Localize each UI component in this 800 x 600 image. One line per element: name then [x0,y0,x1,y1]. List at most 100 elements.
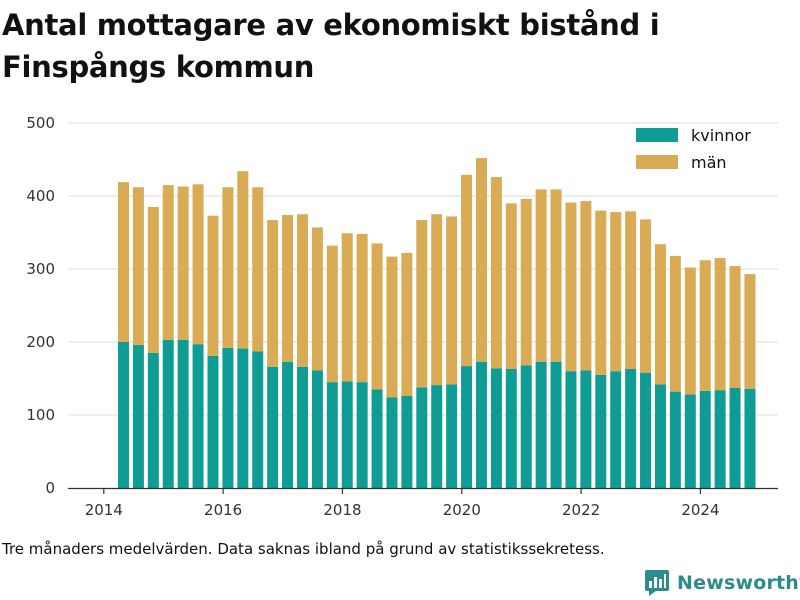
bar-kvinnor[interactable] [625,369,637,488]
bar-man[interactable] [684,267,696,395]
bar-kvinnor[interactable] [610,371,622,488]
bar-kvinnor[interactable] [729,387,741,488]
bar-man[interactable] [431,214,443,386]
bar-kvinnor[interactable] [461,366,473,488]
bar-man[interactable] [162,185,174,340]
bar-kvinnor[interactable] [520,365,532,488]
bar-kvinnor[interactable] [207,355,219,488]
bar-kvinnor[interactable] [296,366,308,488]
bar-man[interactable] [490,177,502,369]
bar-kvinnor[interactable] [580,370,592,488]
footnote: Tre månaders medelvärden. Data saknas ib… [2,540,605,558]
bar-man[interactable] [267,220,279,367]
bar-man[interactable] [326,245,338,383]
bar-man[interactable] [222,187,234,348]
bar-kvinnor[interactable] [371,389,383,488]
bar-man[interactable] [132,187,144,345]
bar-man[interactable] [461,174,473,367]
bar-kvinnor[interactable] [267,366,279,488]
bar-man[interactable] [520,198,532,366]
bar-man[interactable] [386,256,398,398]
bar-man[interactable] [595,210,607,375]
bar-man[interactable] [565,202,577,372]
bar-kvinnor[interactable] [162,339,174,488]
bar-kvinnor[interactable] [475,361,487,488]
bar-man[interactable] [356,233,368,383]
bar-man[interactable] [475,158,487,362]
bar-kvinnor[interactable] [550,361,562,488]
bar-man[interactable] [371,243,383,390]
bar-kvinnor[interactable] [714,390,726,488]
bar-kvinnor[interactable] [147,352,159,488]
bar-kvinnor[interactable] [416,387,428,488]
bar-man[interactable] [401,252,413,397]
bar-kvinnor[interactable] [252,351,264,488]
bar-kvinnor[interactable] [311,370,323,488]
bar-kvinnor[interactable] [535,361,547,488]
bar-man[interactable] [714,258,726,391]
bar-man[interactable] [177,186,189,340]
bar-man[interactable] [625,211,637,370]
bar-man[interactable] [505,203,517,370]
bar-kvinnor[interactable] [744,388,756,488]
y-tick-label: 400 [26,187,55,205]
bar-kvinnor[interactable] [565,371,577,488]
bar-man[interactable] [237,171,249,349]
bar-kvinnor[interactable] [699,390,711,488]
bar-kvinnor[interactable] [356,382,368,488]
bar-kvinnor[interactable] [505,369,517,488]
bar-man[interactable] [311,227,323,371]
bar-kvinnor[interactable] [192,344,204,488]
brand-name: Newsworthy [677,572,800,594]
bar-man[interactable] [282,214,294,362]
bar-man[interactable] [744,274,756,389]
bar-man[interactable] [654,244,666,385]
bar-man[interactable] [252,187,264,352]
bar-man[interactable] [207,215,219,356]
bar-kvinnor[interactable] [117,342,129,488]
bar-man[interactable] [416,220,428,388]
bar-kvinnor[interactable] [654,384,666,488]
bar-kvinnor[interactable] [446,384,458,488]
bar-man[interactable] [147,206,159,353]
bar-man[interactable] [117,182,129,342]
x-tick-label: 2020 [443,501,481,519]
bar-kvinnor[interactable] [401,396,413,488]
bar-man[interactable] [699,260,711,391]
bar-kvinnor[interactable] [177,339,189,488]
brand-logo[interactable]: Newsworthy [645,568,800,598]
y-tick-label: 200 [26,333,55,351]
y-tick-label: 100 [26,406,55,424]
legend-swatch-kvinnor [636,128,678,142]
bar-kvinnor[interactable] [237,348,249,488]
legend-label-kvinnor: kvinnor [691,126,751,145]
bar-kvinnor[interactable] [431,385,443,488]
x-tick-label: 2022 [562,501,600,519]
bar-kvinnor[interactable] [386,397,398,488]
bar-man[interactable] [669,255,681,392]
bar-man[interactable] [341,233,353,382]
bar-kvinnor[interactable] [640,372,652,488]
bar-man[interactable] [446,216,458,385]
bar-kvinnor[interactable] [222,347,234,488]
bar-man[interactable] [729,266,741,388]
bar-kvinnor[interactable] [132,344,144,488]
legend: kvinnor män [636,126,751,172]
bar-man[interactable] [296,214,308,367]
y-tick-label: 0 [45,479,55,497]
bar-man[interactable] [192,184,204,345]
bar-kvinnor[interactable] [595,374,607,488]
bar-kvinnor[interactable] [684,394,696,488]
bar-kvinnor[interactable] [490,368,502,488]
bars [117,158,756,488]
bar-man[interactable] [535,189,547,362]
bar-kvinnor[interactable] [326,382,338,488]
bar-kvinnor[interactable] [669,391,681,488]
x-tick-label: 2016 [204,501,242,519]
bar-man[interactable] [580,201,592,371]
bar-man[interactable] [550,189,562,362]
bar-man[interactable] [640,219,652,373]
bar-kvinnor[interactable] [282,361,294,488]
bar-kvinnor[interactable] [341,381,353,488]
bar-man[interactable] [610,212,622,372]
